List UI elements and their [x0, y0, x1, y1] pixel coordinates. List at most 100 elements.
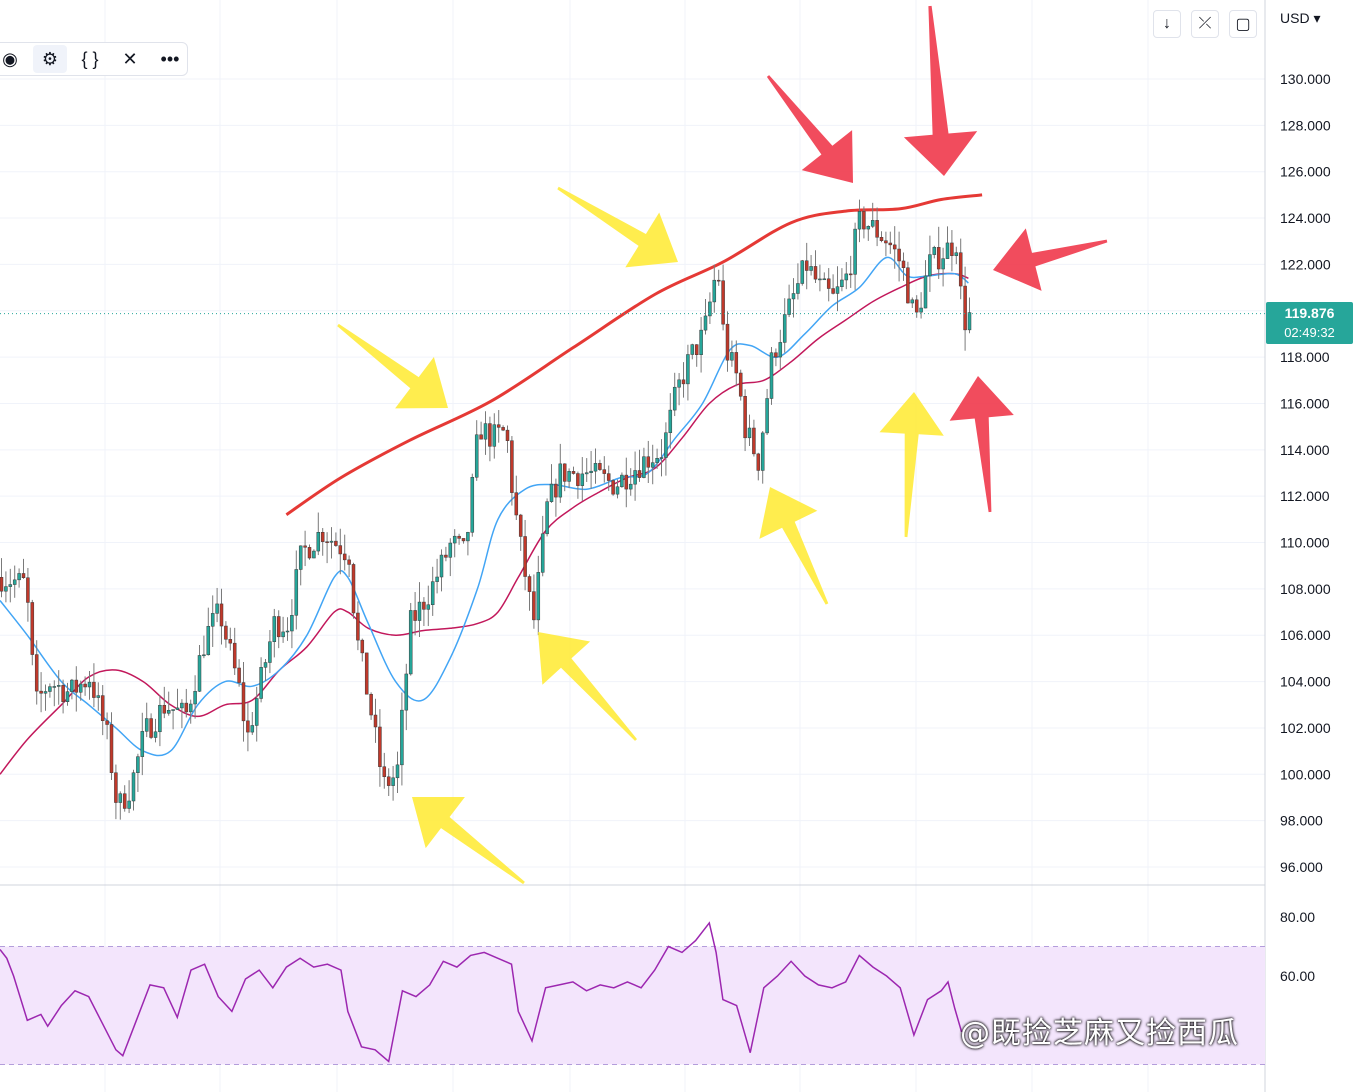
candle-body	[558, 463, 563, 498]
candle-body	[474, 434, 479, 478]
candle-body	[461, 538, 466, 542]
candle-body	[928, 254, 932, 277]
candle-body	[681, 379, 686, 385]
candle-body	[364, 652, 369, 695]
candle-body	[100, 695, 105, 722]
price-axis-label: 128.000	[1280, 117, 1331, 133]
more-icon[interactable]: •••	[160, 48, 180, 69]
candle-body	[655, 458, 659, 463]
candle-body	[417, 601, 422, 621]
candle-body	[153, 731, 158, 738]
candle-body	[659, 457, 664, 459]
eye-icon[interactable]: ◉	[2, 48, 18, 69]
code-braces-icon[interactable]: { }	[81, 48, 99, 69]
candle-body	[320, 532, 325, 542]
candle-body	[598, 463, 602, 470]
candle-body	[796, 283, 800, 294]
candle-body	[584, 472, 589, 475]
candle-body	[114, 772, 118, 803]
candle-body	[48, 686, 52, 692]
collapse-icon[interactable]: ⤫	[1191, 10, 1219, 38]
candle-body	[452, 535, 457, 544]
candle-body	[950, 242, 954, 256]
candle-body	[0, 577, 4, 592]
candle-body	[527, 576, 532, 592]
candle-body	[395, 764, 400, 779]
candle-body	[791, 293, 796, 300]
fullscreen-icon[interactable]: ▢	[1229, 10, 1257, 38]
candle-body	[488, 423, 492, 447]
candle-body	[501, 427, 505, 431]
price-axis-label: 122.000	[1280, 256, 1331, 272]
candle-body	[448, 542, 453, 558]
candle-body	[848, 273, 853, 276]
candle-body	[175, 707, 180, 710]
candle-body	[347, 559, 351, 565]
candle-body	[215, 603, 219, 614]
candle-body	[897, 248, 901, 262]
candle-body	[298, 545, 303, 570]
candle-body	[254, 698, 259, 726]
candle-body	[602, 469, 607, 474]
candle-body	[105, 720, 109, 725]
candle-body	[285, 630, 290, 633]
candle-body	[250, 725, 255, 733]
watermark: @既捡芝麻又捡西瓜	[960, 1016, 1239, 1051]
candle-body	[738, 372, 743, 397]
candle-body	[703, 315, 708, 331]
candle-body	[888, 242, 893, 246]
download-icon[interactable]: ↓	[1153, 10, 1181, 38]
rsi-line	[0, 921, 963, 1063]
candle-body	[611, 480, 615, 495]
candle-body	[259, 667, 263, 699]
candle-body	[290, 615, 294, 632]
price-axis-label: 106.000	[1280, 627, 1331, 643]
candle-body	[356, 612, 360, 641]
candle-body	[756, 453, 761, 471]
candle-body	[413, 610, 417, 621]
candle-body	[936, 247, 941, 270]
candle-body	[210, 613, 215, 627]
price-axis-label: 96.000	[1280, 859, 1323, 875]
annotation-arrow-yellow	[412, 797, 525, 885]
candle-body	[589, 470, 593, 473]
candle-body	[470, 477, 475, 533]
candle-body	[316, 532, 321, 552]
candle-body	[782, 314, 787, 343]
rsi-axis-label: 60.00	[1280, 968, 1315, 984]
currency-selector[interactable]: USD ▾	[1280, 10, 1321, 26]
candle-body	[958, 252, 963, 287]
rsi-axis-label: 80.00	[1280, 909, 1315, 925]
candle-body	[743, 396, 747, 439]
candle-body	[479, 434, 483, 440]
candle-body	[637, 470, 642, 478]
close-icon[interactable]: ✕	[122, 48, 138, 69]
candle-body	[514, 492, 519, 516]
candle-body	[826, 278, 831, 289]
annotation-arrow-yellow	[557, 186, 678, 268]
candle-body	[219, 603, 224, 627]
candle-body	[43, 691, 48, 694]
candle-body	[752, 427, 756, 455]
candle-body	[787, 298, 791, 315]
price-axis-label: 118.000	[1280, 349, 1330, 365]
candle-body	[809, 266, 813, 271]
candle-body	[615, 486, 620, 495]
candle-body	[870, 220, 875, 227]
candle-body	[188, 703, 193, 713]
gear-icon[interactable]: ⚙	[33, 45, 67, 73]
last-price: 119.876	[1284, 305, 1335, 321]
price-axis-label: 108.000	[1280, 581, 1331, 597]
candle-body	[342, 553, 347, 561]
candle-body	[624, 474, 629, 490]
candle-body	[747, 427, 752, 439]
candle-body	[862, 211, 866, 230]
candle-body	[483, 423, 488, 440]
candle-body	[545, 501, 549, 535]
candle-body	[325, 541, 329, 543]
candle-body	[554, 483, 558, 498]
candle-body	[677, 379, 681, 388]
candle-body	[166, 710, 171, 714]
candle-body	[136, 756, 140, 773]
